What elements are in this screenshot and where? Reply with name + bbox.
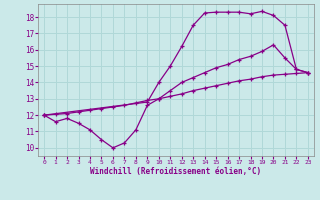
X-axis label: Windchill (Refroidissement éolien,°C): Windchill (Refroidissement éolien,°C) — [91, 167, 261, 176]
